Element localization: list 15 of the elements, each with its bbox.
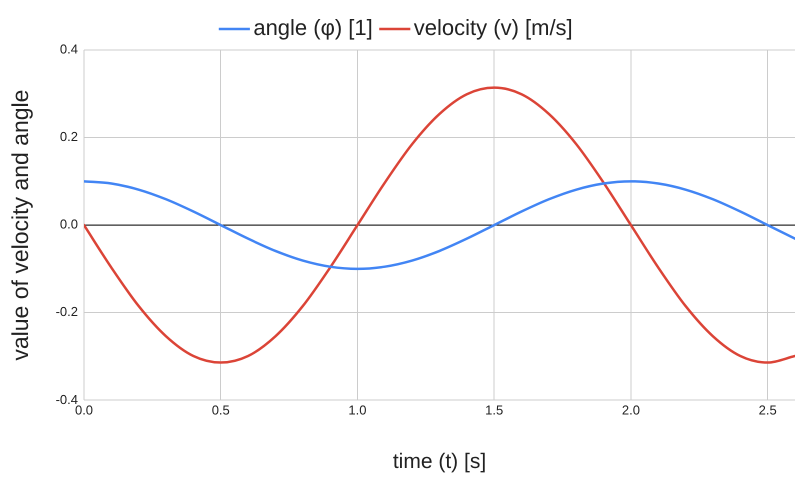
x-axis-title: time (t) [s] [392,450,486,474]
y-tick-label: 0.2 [60,129,78,144]
x-tick-label: 2.0 [622,402,640,418]
y-tick-label: 0.4 [60,42,78,57]
x-tick-label: 1.0 [348,402,366,418]
line-series [84,86,795,364]
x-tick-label: 0.5 [212,402,230,418]
line-series [84,180,795,270]
x-tick-label: 2.5 [758,402,777,418]
y-tick-label: 0.0 [60,216,78,232]
x-tick-label: 1.5 [485,402,504,418]
y-axis-title: value of velocity and angle [7,90,34,361]
legend-label: velocity (v) [m/s] [414,15,573,40]
y-tick-label: -0.2 [56,304,78,320]
legend-label: angle (φ) [1] [253,15,373,40]
